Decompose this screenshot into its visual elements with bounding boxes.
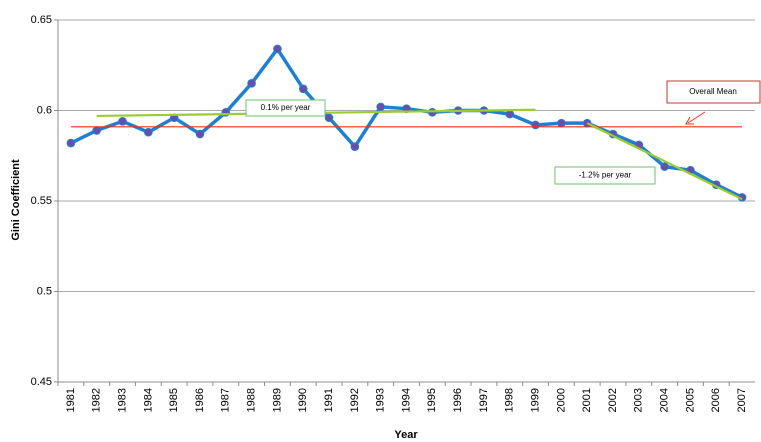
x-tick-label: 1999 bbox=[529, 388, 541, 412]
x-tick-label: 2005 bbox=[684, 388, 696, 412]
x-tick-label: 1988 bbox=[246, 388, 258, 412]
x-tick-label: 2001 bbox=[581, 388, 593, 412]
point bbox=[92, 126, 102, 135]
x-tick-label: 1987 bbox=[220, 388, 232, 412]
x-tick-label: 1992 bbox=[349, 388, 361, 412]
x-tick-label: 1989 bbox=[271, 388, 283, 412]
point bbox=[247, 79, 256, 88]
point bbox=[505, 109, 515, 119]
annotation-box bbox=[554, 166, 656, 185]
x-tick-label: 1990 bbox=[297, 388, 309, 412]
annotation: Overall Mean bbox=[689, 87, 737, 96]
x-axis-title: Year bbox=[394, 429, 418, 441]
x-tick-label: 2003 bbox=[633, 388, 645, 412]
x-tick-label: 1996 bbox=[452, 388, 464, 412]
y-tick-label: 0.6 bbox=[37, 104, 52, 116]
point bbox=[350, 142, 360, 151]
x-tick-label: 1995 bbox=[426, 388, 438, 412]
x-tick-label: 2007 bbox=[736, 388, 748, 412]
x-tick-label: 1986 bbox=[194, 388, 206, 412]
point bbox=[660, 162, 669, 171]
x-tick-label: 2002 bbox=[607, 388, 619, 412]
annotation-box bbox=[245, 99, 326, 117]
x-tick-label: 1984 bbox=[142, 388, 154, 412]
x-tick-label: 2006 bbox=[710, 388, 722, 412]
point bbox=[324, 113, 334, 123]
point bbox=[118, 117, 127, 126]
point bbox=[376, 102, 385, 112]
y-axis-title: Gini Coefficient bbox=[10, 159, 22, 241]
x-tick-label: 1998 bbox=[504, 388, 516, 412]
x-tick-label: 2000 bbox=[555, 388, 567, 412]
annotation: -1.2% per year bbox=[579, 171, 632, 180]
x-tick-label: 1983 bbox=[116, 388, 128, 412]
point bbox=[66, 138, 76, 148]
point bbox=[531, 120, 540, 130]
x-tick-label: 1985 bbox=[168, 388, 180, 412]
point bbox=[195, 129, 205, 139]
x-tick-label: 1997 bbox=[478, 388, 490, 412]
point bbox=[273, 44, 282, 54]
y-tick-label: 0.55 bbox=[31, 195, 52, 207]
x-tick-label: 1993 bbox=[375, 388, 387, 412]
x-tick-label: 1994 bbox=[400, 388, 412, 412]
point bbox=[557, 118, 566, 128]
annotation-arrow bbox=[687, 111, 706, 124]
point bbox=[298, 84, 308, 94]
x-tick-label: 1981 bbox=[65, 388, 77, 412]
point bbox=[144, 127, 153, 137]
annotation: 0.1% per year bbox=[261, 103, 311, 112]
annotation-box bbox=[666, 80, 761, 104]
y-tick-label: 0.65 bbox=[31, 14, 52, 26]
y-tick-label: 0.5 bbox=[37, 285, 52, 297]
x-tick-label: 1982 bbox=[91, 388, 103, 412]
y-tick-label: 0.45 bbox=[31, 376, 52, 388]
annotation-arrowhead bbox=[685, 116, 694, 125]
x-tick-label: 2004 bbox=[659, 388, 671, 412]
series-line bbox=[586, 122, 743, 201]
x-tick-label: 1991 bbox=[323, 388, 335, 412]
